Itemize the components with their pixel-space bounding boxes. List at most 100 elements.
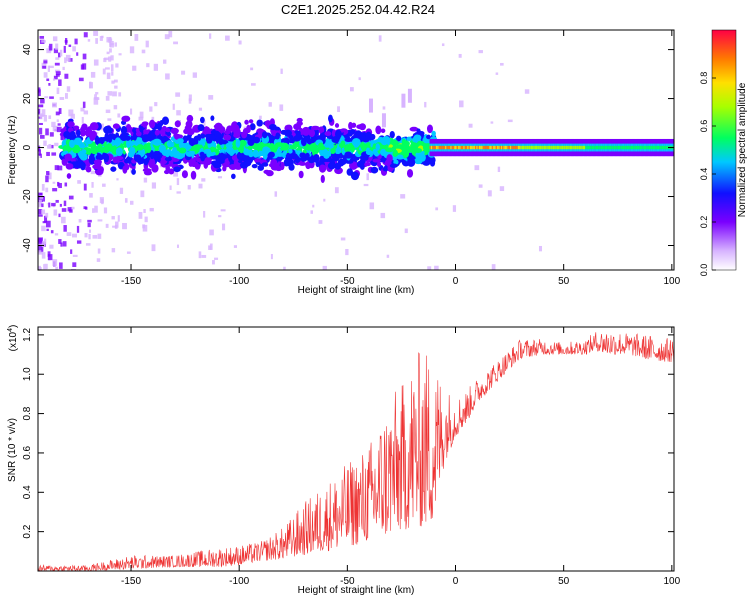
spectrogram-speckle [141, 49, 146, 54]
spectrogram-speckle [126, 251, 131, 254]
spectrogram-band-cell [306, 138, 315, 145]
spectrogram-speckle [452, 205, 457, 212]
spectrogram-speckle [38, 89, 41, 97]
spectrogram-speckle [82, 101, 86, 108]
spectrogram-speckle [54, 233, 59, 236]
spectrogram-speckle [58, 108, 62, 114]
spectrogram-speckle [64, 93, 68, 99]
spectrogram-speckle [154, 102, 158, 107]
spectrogram-speckle [159, 164, 162, 168]
spectrogram-band-cell [124, 135, 131, 141]
spectrogram-band-cell [380, 148, 387, 157]
spectrogram-speckle [283, 266, 286, 270]
spectrogram-speckle [38, 146, 41, 152]
spectrogram-speckle [87, 39, 91, 42]
spectrogram-band-cell [213, 124, 222, 129]
spectrogram-speckle [45, 187, 49, 193]
spectrogram-speckle [58, 182, 62, 189]
spectrogram-panel: -150 -100 -50 0 50 100 -40 -20 0 20 40 Height of s… [7, 29, 681, 296]
spectrogram-band-cell [288, 152, 298, 160]
spectrogram-speckle [41, 109, 46, 117]
spectrogram-band-cell [244, 119, 249, 125]
spectrogram-band-cell [327, 162, 336, 170]
spectrogram-speckle [243, 126, 248, 130]
spectrogram-band-cell [233, 132, 241, 139]
spectrogram-speckle [153, 63, 159, 71]
spectrogram-speckle [165, 73, 170, 80]
spectrogram-speckle [163, 59, 167, 64]
spectrogram-speckle [116, 118, 120, 126]
spectrogram-ytick-label: 40 [22, 44, 33, 56]
spectrogram-band-cell [269, 123, 277, 131]
spectrogram-band-cell [365, 141, 371, 147]
spectrogram-speckle [118, 53, 122, 56]
spectrogram-speckle [209, 229, 214, 236]
spectrogram-band-cell [416, 155, 423, 164]
spectrogram-speckle [106, 197, 111, 201]
spectrogram-speckle [57, 165, 63, 171]
spectrogram-band-cell [81, 123, 88, 131]
spectrogram-speckle [105, 109, 111, 114]
spectrogram-band-cell [406, 136, 412, 142]
snr-series-line [38, 332, 674, 571]
spectrogram-speckle [38, 104, 44, 108]
spectrogram-band-cell [154, 129, 160, 136]
spectrogram-band-cell [223, 134, 232, 141]
spectrogram-band-cell [120, 125, 128, 135]
spectrogram-speckle [198, 251, 202, 259]
spectrogram-speckle [105, 223, 109, 228]
spectrogram-band-cell [230, 123, 240, 133]
spectrogram-ytick-label: -40 [22, 238, 33, 253]
spectrogram-speckle [146, 63, 150, 68]
spectrogram-band-cell [310, 125, 320, 131]
spectrogram-speckle [74, 169, 78, 174]
spectrogram-speckle [116, 178, 119, 181]
spectrogram-speckle [38, 199, 42, 206]
spectrogram-speckle [60, 242, 63, 247]
spectrogram-speckle [129, 46, 135, 54]
spectrogram-speckle [63, 225, 67, 232]
spectrogram-speckle [250, 67, 254, 71]
spectrogram-speckle [62, 66, 65, 71]
spectrogram-band-cell [288, 134, 294, 139]
spectrogram-speckle [110, 64, 114, 72]
spectrogram-band-cell [403, 146, 413, 151]
colorbar-tick-label: 0.4 [699, 168, 709, 181]
spectrogram-speckle [87, 219, 92, 223]
spectrogram-speckle [93, 59, 99, 66]
colorbar-gradient [711, 29, 737, 271]
spectrogram-speckle [143, 211, 148, 218]
spectrogram-speckle [214, 257, 219, 260]
spectrogram-band-cell [197, 124, 205, 132]
spectrogram-band-cell [186, 114, 194, 123]
spectrogram-speckle [44, 215, 48, 223]
spectrogram-speckle [83, 183, 87, 191]
spectrogram-xtick-label: 0 [453, 276, 459, 287]
spectrogram-band-cell [170, 127, 179, 135]
spectrogram-band-cell [255, 143, 261, 151]
spectrogram-band-cell [161, 135, 168, 143]
spectrogram-speckle [105, 95, 110, 101]
spectrogram-speckle [57, 162, 62, 166]
spectrogram-band-cell [307, 156, 316, 164]
spectrogram-xtick-label: 50 [558, 276, 570, 287]
spectrogram-speckle [78, 77, 84, 82]
spectrogram-band-cell [155, 154, 162, 160]
spectrogram-speckle [42, 240, 46, 247]
spectrogram-speckle [110, 55, 114, 61]
spectrogram-speckle [500, 62, 504, 66]
spectrogram-band-cell [334, 123, 340, 128]
spectrogram-band-cell [254, 158, 262, 163]
spectrogram-band-cell [192, 144, 202, 150]
spectrogram-speckle [93, 98, 99, 105]
spectrogram-speckle [310, 210, 313, 214]
spectrogram-speckle [47, 254, 53, 261]
spectrogram-band-cell [293, 135, 301, 142]
spectrogram-speckle [337, 106, 340, 113]
spectrogram-speckle [220, 209, 226, 212]
spectrogram-band-cell [334, 162, 342, 170]
spectrogram-speckle [125, 262, 131, 266]
spectrogram-speckle [64, 182, 68, 187]
spectrogram-speckle [43, 115, 47, 122]
spectrogram-band-cell [318, 164, 327, 173]
